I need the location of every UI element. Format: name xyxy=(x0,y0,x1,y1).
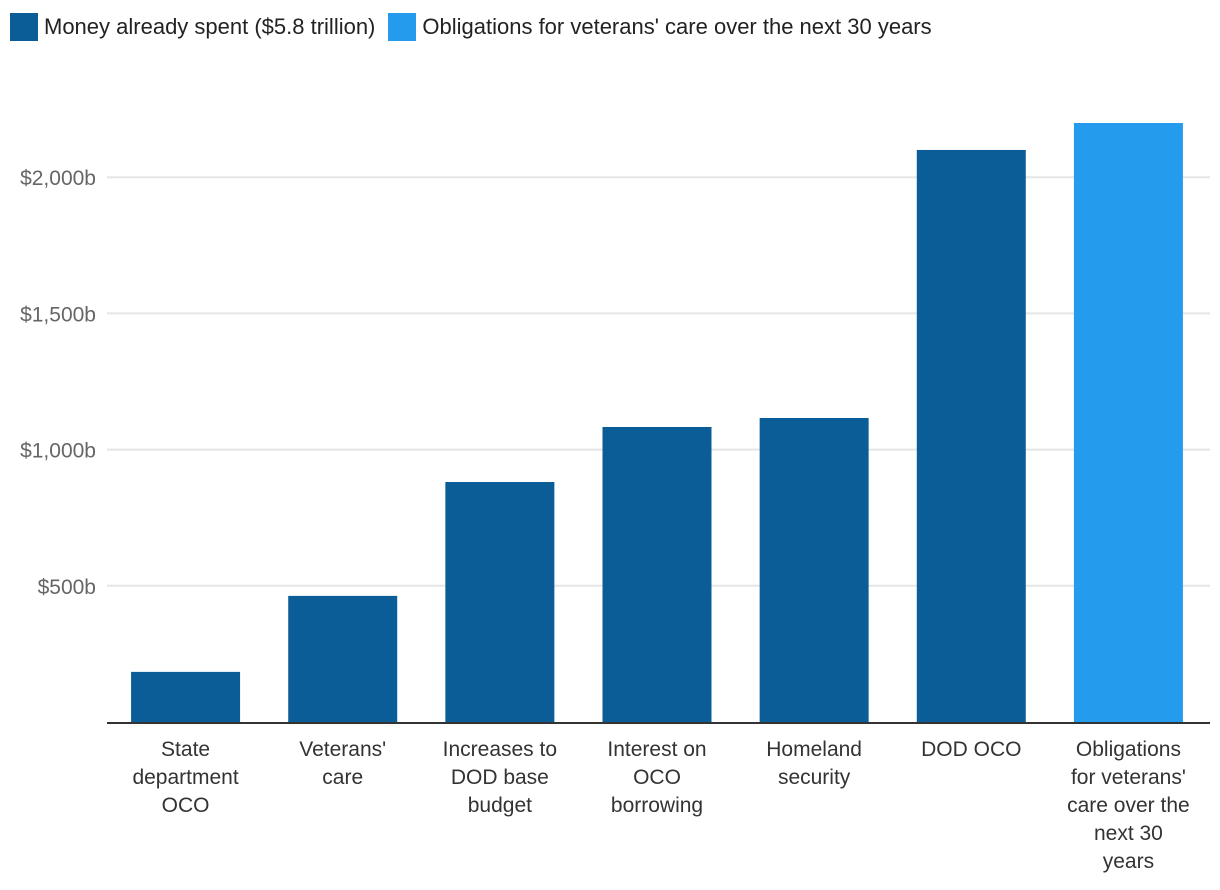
chart-legend: Money already spent ($5.8 trillion) Obli… xyxy=(10,13,945,41)
bar xyxy=(131,671,241,722)
x-category-label-line: Interest on xyxy=(607,738,706,761)
x-category-label-line: State xyxy=(161,738,210,761)
bars xyxy=(131,122,1183,722)
x-category-label: Interest on OCO borrowing xyxy=(607,738,706,817)
x-category-label: Veterans' care xyxy=(299,738,386,789)
x-category-label-line: years xyxy=(1103,850,1154,873)
x-category-label-line: security xyxy=(778,766,851,789)
bar xyxy=(1073,122,1183,722)
x-category-label-line: Homeland xyxy=(766,738,862,761)
y-tick-label: $500b xyxy=(38,576,96,599)
bar xyxy=(445,482,555,722)
bar xyxy=(288,595,398,722)
y-tick-label: $1,000b xyxy=(20,440,96,463)
x-category-label-line: OCO xyxy=(633,766,681,789)
x-category-label-line: OCO xyxy=(162,794,210,817)
legend-swatch-money-spent xyxy=(10,13,38,41)
x-category-label-line: care xyxy=(322,766,363,789)
legend-item-money-spent: Money already spent ($5.8 trillion) xyxy=(10,13,375,41)
x-category-label-line: DOD base xyxy=(451,766,549,789)
legend-item-obligations: Obligations for veterans' care over the … xyxy=(388,13,932,41)
legend-swatch-obligations xyxy=(388,13,417,41)
bar xyxy=(916,149,1026,722)
legend-label-obligations: Obligations for veterans' care over the … xyxy=(422,14,932,39)
y-tick-label: $2,000b xyxy=(20,167,96,190)
x-category-label-line: next 30 xyxy=(1094,822,1163,845)
x-category-label-line: department xyxy=(132,766,238,789)
x-category-label-line: Increases to xyxy=(443,738,557,761)
y-axis-ticks: $500b $1,000b $1,500b $2,000b xyxy=(20,167,96,599)
x-category-label: Increases to DOD base budget xyxy=(443,738,557,817)
bar xyxy=(602,426,712,722)
x-category-label-line: care over the xyxy=(1067,794,1190,817)
y-tick-label: $1,500b xyxy=(20,303,96,326)
x-category-label: State department OCO xyxy=(132,738,238,817)
x-category-label: DOD OCO xyxy=(921,738,1021,761)
legend-label-money-spent: Money already spent ($5.8 trillion) xyxy=(44,14,376,39)
x-category-label-line: Veterans' xyxy=(299,738,386,761)
x-category-label: Homeland security xyxy=(766,738,862,789)
x-category-label-line: borrowing xyxy=(611,794,703,817)
x-axis-labels: State department OCO Veterans' care Increases… xyxy=(132,738,1189,873)
x-category-label-line: DOD OCO xyxy=(921,738,1021,761)
x-category-label-line: budget xyxy=(468,794,532,817)
bar xyxy=(759,418,869,722)
x-category-label-line: Obligations xyxy=(1076,738,1181,761)
x-category-label: Obligations for veterans' care over the nex… xyxy=(1067,738,1190,873)
x-category-label-line: for veterans' xyxy=(1071,766,1186,789)
